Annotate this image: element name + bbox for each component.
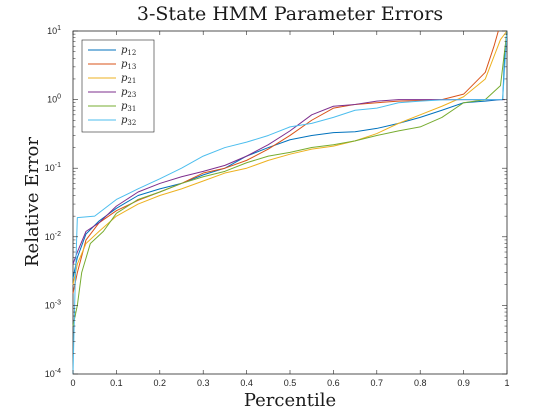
y-tick-label: 100 bbox=[47, 94, 61, 105]
x-tick-label: 0 bbox=[70, 378, 75, 388]
series-line-p31 bbox=[72, 30, 508, 327]
y-tick-label: 10-1 bbox=[45, 162, 61, 173]
x-tick-label: 0.9 bbox=[457, 378, 470, 388]
series-line-p13 bbox=[72, 30, 499, 294]
x-tick-label: 0.6 bbox=[327, 378, 340, 388]
y-axis: 101 100 10-1 10-2 10-3 10-4 bbox=[45, 25, 507, 379]
y-tick-label: 10-4 bbox=[45, 368, 61, 379]
y-axis-label: Relative Error bbox=[22, 137, 43, 267]
x-tick-label: 0.4 bbox=[240, 378, 253, 388]
x-tick-label: 0.2 bbox=[154, 378, 167, 388]
x-tick-label: 0.5 bbox=[284, 378, 297, 388]
y-tick-label: 10-2 bbox=[45, 231, 61, 242]
x-tick-label: 0.1 bbox=[110, 378, 123, 388]
y-tick-label: 10-3 bbox=[45, 299, 61, 310]
series-line-p21 bbox=[72, 30, 508, 285]
y-tick-label: 101 bbox=[47, 25, 61, 36]
legend-box bbox=[81, 39, 155, 133]
chart-title: 3-State HMM Parameter Errors bbox=[137, 3, 443, 25]
series-line-p12 bbox=[72, 30, 508, 279]
x-tick-label: 1 bbox=[504, 378, 509, 388]
x-tick-label: 0.3 bbox=[197, 378, 210, 388]
series-layer bbox=[72, 30, 508, 375]
x-tick-label: 0.7 bbox=[371, 378, 384, 388]
x-tick-label: 0.8 bbox=[414, 378, 427, 388]
x-axis: 0 0.1 0.2 0.3 0.4 0.5 0.6 0.7 0.8 0.9 1 bbox=[70, 31, 510, 388]
x-axis-label: Percentile bbox=[244, 390, 336, 411]
series-line-p32 bbox=[72, 30, 508, 375]
